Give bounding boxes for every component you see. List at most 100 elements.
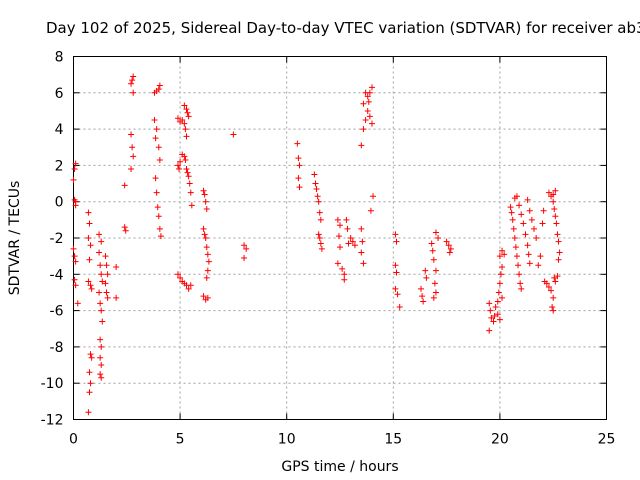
data-point (152, 135, 159, 142)
data-point (524, 242, 531, 249)
data-point (554, 231, 561, 238)
data-point (174, 271, 181, 278)
data-point (129, 77, 136, 84)
data-point (98, 343, 105, 350)
data-point (184, 169, 191, 176)
data-point (313, 185, 320, 192)
data-point (343, 216, 350, 223)
data-point (202, 235, 209, 241)
data-point (311, 171, 318, 178)
data-point (515, 262, 522, 269)
data-point (96, 231, 103, 238)
data-point (230, 131, 237, 138)
y-axis-label: SDTVAR / TECUs (7, 181, 23, 296)
data-point (88, 354, 95, 361)
x-tick-label: 20 (491, 432, 509, 448)
data-point (177, 274, 184, 281)
data-point (496, 253, 503, 260)
data-point (499, 264, 506, 271)
data-point (96, 289, 103, 296)
data-point (205, 258, 212, 265)
data-point (366, 113, 373, 120)
data-point (86, 389, 93, 396)
data-point (520, 220, 527, 227)
data-point (494, 298, 501, 305)
data-point (545, 189, 552, 196)
data-point (71, 253, 78, 260)
data-point (71, 166, 78, 173)
axis-ticks: 0 5 10 15 20 25 -12 -10 -8 -6 -4 -2 0 2 4 6 8 (41, 50, 616, 448)
data-point (185, 173, 192, 180)
data-point (347, 235, 354, 241)
data-point (394, 291, 401, 298)
y-tick-label: 4 (55, 122, 64, 138)
data-point (496, 316, 503, 323)
data-point (74, 300, 81, 307)
data-point (151, 117, 158, 124)
data-point (155, 86, 162, 93)
data-point (349, 238, 356, 245)
data-point (365, 98, 372, 105)
data-point (492, 303, 499, 310)
data-point (72, 198, 79, 205)
data-point (174, 115, 181, 122)
data-point (420, 298, 427, 305)
data-point (548, 287, 555, 294)
data-point (72, 282, 79, 289)
data-point (552, 278, 559, 285)
data-point (358, 225, 365, 232)
data-point (513, 253, 520, 260)
data-point (549, 303, 556, 310)
data-point (88, 285, 95, 292)
data-point (122, 227, 129, 234)
data-point (182, 126, 189, 133)
data-point (152, 175, 159, 182)
data-point (154, 204, 161, 211)
data-point (430, 294, 437, 301)
data-point (179, 117, 186, 124)
data-point (296, 184, 303, 191)
data-point (535, 262, 542, 269)
data-point (183, 106, 190, 113)
data-point (359, 238, 366, 245)
data-point (495, 289, 502, 296)
data-point (103, 262, 110, 269)
data-point (87, 242, 94, 249)
y-tick-label: -6 (50, 304, 64, 320)
x-tick-label: 5 (176, 432, 185, 448)
y-tick-label: -8 (50, 340, 64, 356)
data-point (204, 267, 211, 274)
data-point (393, 269, 400, 276)
data-point (128, 80, 135, 87)
data-point (531, 225, 538, 232)
data-point (351, 242, 358, 249)
data-point (522, 231, 529, 238)
data-point (423, 274, 430, 281)
data-point (428, 240, 435, 247)
data-point (429, 247, 436, 254)
data-point (153, 126, 160, 133)
data-point (512, 244, 519, 251)
data-point (540, 207, 547, 214)
data-point (494, 311, 501, 318)
data-point (203, 205, 210, 212)
data-point (392, 262, 399, 269)
data-point (98, 307, 105, 314)
data-point (201, 231, 208, 238)
y-tick-label: -12 (41, 413, 64, 429)
data-point (99, 278, 106, 285)
data-point (87, 351, 94, 358)
data-point (446, 249, 453, 256)
data-point (507, 204, 514, 211)
data-point (200, 225, 207, 232)
data-point (368, 120, 375, 127)
data-point (113, 264, 120, 271)
data-point (315, 231, 322, 238)
data-point (187, 282, 194, 289)
data-point (130, 89, 137, 96)
data-point (528, 216, 535, 223)
data-point (201, 191, 208, 198)
data-point (182, 156, 189, 163)
data-point (516, 271, 523, 278)
data-point (312, 180, 319, 187)
